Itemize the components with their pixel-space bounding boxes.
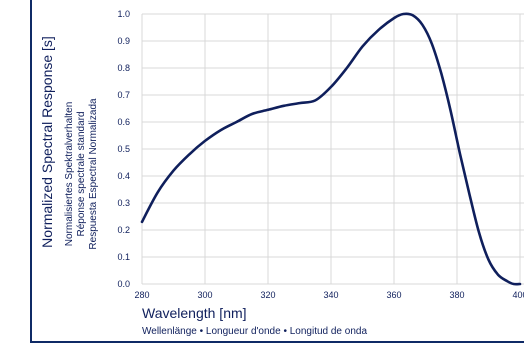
y-tick-label: 0.5: [117, 144, 130, 154]
y-axis-label-fr: Réponse spectrale standard: [76, 111, 87, 236]
y-axis-label-de: Normalisiertes Spektralverhalten: [64, 102, 75, 247]
x-axis-label-translations: Wellenlänge • Longueur d'onde • Longitud…: [142, 326, 367, 337]
x-tick-label: 320: [260, 290, 275, 300]
y-tick-label: 0.2: [117, 225, 130, 235]
x-tick-label: 400: [512, 290, 524, 300]
series: [140, 12, 522, 286]
x-tick-label: 300: [197, 290, 212, 300]
y-tick-label: 0.7: [117, 90, 130, 100]
y-tick-label: 0.4: [117, 171, 130, 181]
x-tick-label: 360: [386, 290, 401, 300]
spectral-response-line: [140, 12, 522, 286]
tick-labels: 0.0 0.1 0.2 0.3 0.4 0.5 0.6 0.7 0.8 0.9 1.0 280 300 3…: [117, 9, 524, 300]
y-tick-label: 0.3: [117, 198, 130, 208]
y-tick-label: 0.8: [117, 63, 130, 73]
y-tick-label: 0.0: [117, 279, 130, 289]
x-tick-label: 380: [449, 290, 464, 300]
x-tick-label: 340: [323, 290, 338, 300]
y-tick-label: 0.9: [117, 36, 130, 46]
y-axis-label: Normalized Spectral Response [s]: [39, 36, 55, 248]
chart-frame: [30, 0, 524, 343]
y-tick-label: 0.6: [117, 117, 130, 127]
x-tick-label: 280: [134, 290, 149, 300]
y-tick-label: 1.0: [117, 9, 130, 19]
gridlines: [141, 13, 524, 285]
y-tick-label: 0.1: [117, 252, 130, 262]
x-axis-label: Wavelength [nm]: [142, 305, 247, 321]
y-axis-label-es: Respuesta Espectral Normalizada: [88, 98, 99, 250]
